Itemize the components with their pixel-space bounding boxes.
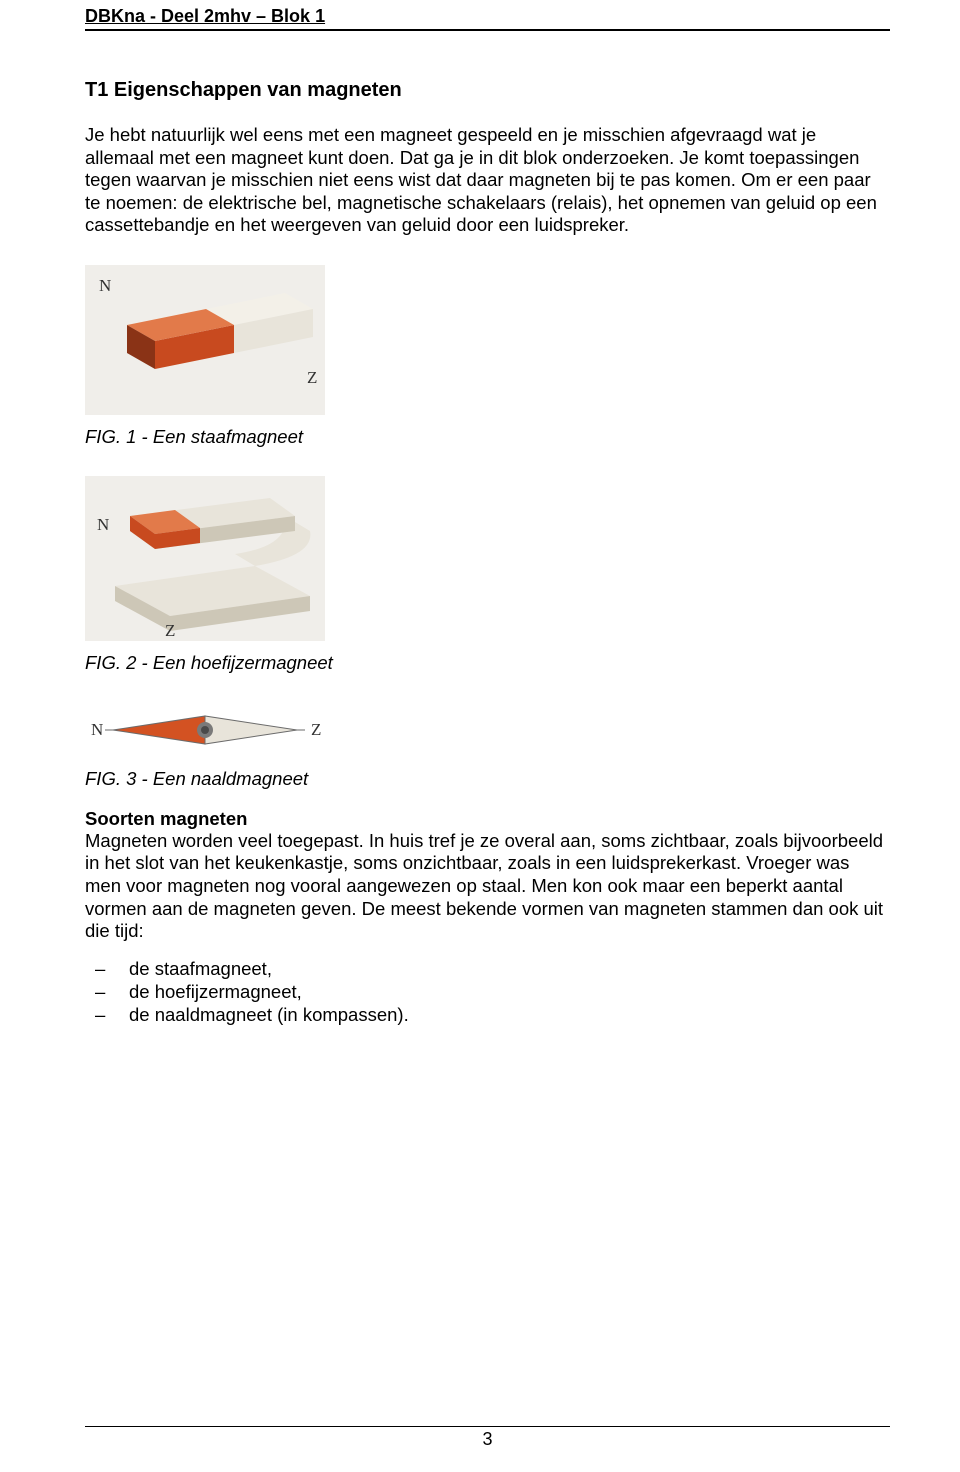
fig3-pole-z-label: Z xyxy=(311,720,321,739)
page: DBKna - Deel 2mhv – Blok 1 T1 Eigenschap… xyxy=(0,0,960,1472)
figure-3-caption: FIG. 3 - Een naaldmagneet xyxy=(85,768,890,790)
figure-2: N Z xyxy=(85,476,890,646)
bar-magnet-icon: N Z xyxy=(85,265,325,415)
figure-2-caption: FIG. 2 - Een hoefijzermagneet xyxy=(85,652,890,674)
section-title: T1 Eigenschappen van magneten xyxy=(85,79,890,102)
soorten-heading: Soorten magneten xyxy=(85,808,890,830)
compass-needle-icon: N Z xyxy=(85,702,325,757)
intro-paragraph: Je hebt natuurlijk wel eens met een magn… xyxy=(85,124,890,237)
figure-1-caption: FIG. 1 - Een staafmagneet xyxy=(85,426,890,448)
fig2-pole-n-label: N xyxy=(97,515,109,534)
fig1-pole-n-label: N xyxy=(99,276,111,295)
fig1-pole-z-label: Z xyxy=(307,368,317,387)
fig2-pole-z-label: Z xyxy=(165,621,175,640)
soorten-paragraph: Magneten worden veel toegepast. In huis … xyxy=(85,830,890,943)
page-number: 3 xyxy=(85,1429,890,1450)
page-footer: 3 xyxy=(85,1426,890,1450)
list-item: de hoefijzermagneet, xyxy=(85,980,890,1003)
footer-rule xyxy=(85,1426,890,1427)
doc-header: DBKna - Deel 2mhv – Blok 1 xyxy=(85,0,890,31)
magnet-types-list: de staafmagneet, de hoefijzermagneet, de… xyxy=(85,957,890,1026)
figure-1: N Z xyxy=(85,265,890,420)
list-item: de staafmagneet, xyxy=(85,957,890,980)
figure-3: N Z xyxy=(85,702,890,762)
fig3-pole-n-label: N xyxy=(91,720,103,739)
horseshoe-magnet-icon: N Z xyxy=(85,476,325,641)
list-item: de naaldmagneet (in kompassen). xyxy=(85,1003,890,1026)
